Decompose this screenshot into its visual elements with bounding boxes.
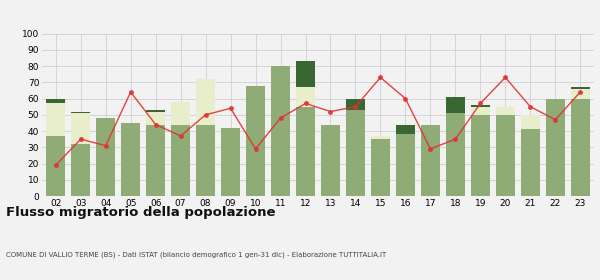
Bar bbox=[521, 129, 540, 196]
Bar bbox=[395, 125, 415, 134]
Bar bbox=[246, 86, 265, 196]
Bar bbox=[46, 103, 65, 136]
Bar bbox=[321, 125, 340, 196]
Bar bbox=[470, 105, 490, 107]
Bar bbox=[71, 113, 91, 144]
Bar bbox=[571, 89, 590, 99]
Bar bbox=[371, 139, 390, 196]
Bar bbox=[71, 111, 91, 113]
Bar bbox=[296, 61, 315, 87]
Bar bbox=[171, 125, 190, 196]
Bar bbox=[146, 110, 166, 111]
Bar bbox=[496, 115, 515, 196]
Text: COMUNE DI VALLIO TERME (BS) - Dati ISTAT (bilancio demografico 1 gen-31 dic) - E: COMUNE DI VALLIO TERME (BS) - Dati ISTAT… bbox=[6, 252, 386, 258]
Bar bbox=[470, 115, 490, 196]
Bar bbox=[146, 125, 166, 196]
Bar bbox=[296, 87, 315, 107]
Bar bbox=[46, 99, 65, 103]
Bar bbox=[521, 115, 540, 129]
Bar bbox=[571, 87, 590, 89]
Bar bbox=[96, 118, 115, 196]
Bar bbox=[346, 99, 365, 110]
Bar bbox=[271, 66, 290, 196]
Bar bbox=[346, 110, 365, 196]
Bar bbox=[545, 99, 565, 196]
Bar bbox=[446, 113, 465, 196]
Bar bbox=[395, 134, 415, 196]
Bar bbox=[196, 79, 215, 125]
Bar bbox=[470, 107, 490, 115]
Bar bbox=[371, 136, 390, 139]
Bar bbox=[46, 136, 65, 196]
Text: Flusso migratorio della popolazione: Flusso migratorio della popolazione bbox=[6, 206, 275, 219]
Bar bbox=[196, 125, 215, 196]
Bar bbox=[446, 97, 465, 113]
Bar bbox=[571, 99, 590, 196]
Bar bbox=[496, 107, 515, 115]
Bar bbox=[296, 107, 315, 196]
Bar bbox=[221, 128, 241, 196]
Bar bbox=[71, 144, 91, 196]
Bar bbox=[171, 102, 190, 125]
Bar bbox=[121, 123, 140, 196]
Bar bbox=[146, 111, 166, 125]
Bar bbox=[421, 125, 440, 196]
